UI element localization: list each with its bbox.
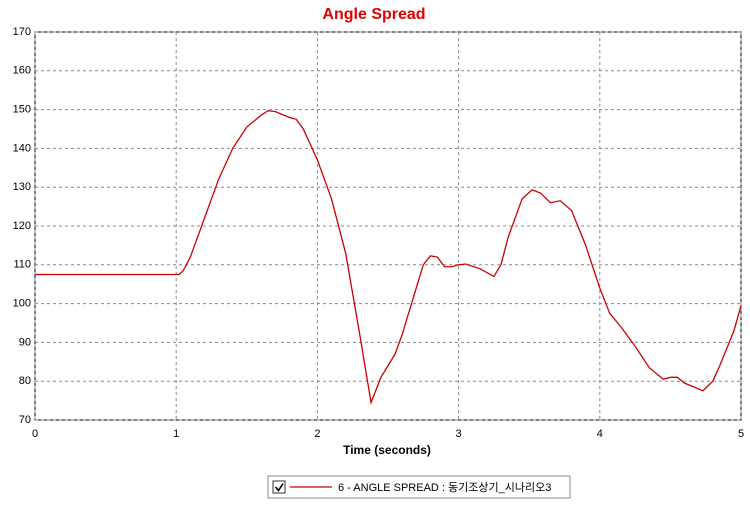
y-tick-label: 150 <box>13 104 31 116</box>
y-tick-label: 120 <box>13 220 31 232</box>
y-tick-label: 90 <box>19 336 31 348</box>
y-tick-label: 80 <box>19 375 31 387</box>
x-tick-label: 2 <box>314 428 320 440</box>
y-tick-label: 70 <box>19 414 31 426</box>
y-tick-label: 170 <box>13 26 31 38</box>
y-tick-label: 160 <box>13 65 31 77</box>
chart-title: Angle Spread <box>322 6 425 23</box>
check-mark <box>274 483 284 492</box>
legend-label: 6 - ANGLE SPREAD : 동기조상기_시나리오3 <box>338 481 551 494</box>
x-tick-label: 3 <box>456 428 462 440</box>
x-axis-label: Time (seconds) <box>343 443 431 457</box>
y-tick-label: 110 <box>13 259 31 271</box>
x-tick-label: 1 <box>173 428 179 440</box>
y-tick-label: 130 <box>13 181 31 193</box>
y-tick-label: 140 <box>13 142 31 154</box>
x-tick-label: 5 <box>738 428 744 440</box>
legend <box>267 475 571 499</box>
x-tick-label: 0 <box>32 428 38 440</box>
y-tick-label: 100 <box>13 298 31 310</box>
x-tick-label: 4 <box>597 428 603 440</box>
data-line <box>35 110 742 405</box>
